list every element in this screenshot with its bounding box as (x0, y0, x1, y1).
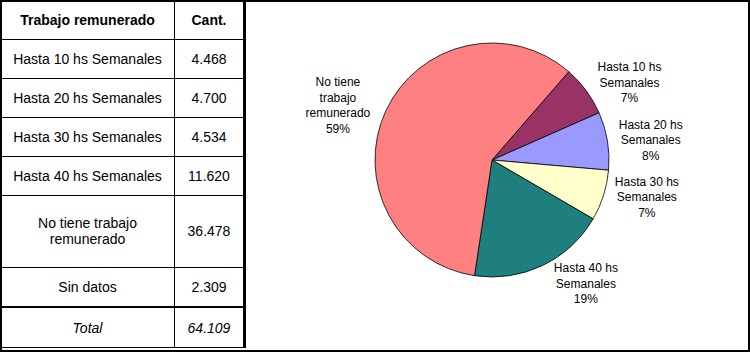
html-text:4.534: 4.534 (191, 129, 227, 145)
html-text:64.109: 64.109 (187, 319, 231, 336)
svg-text:Hasta 40 hsSemanales19%: Hasta 40 hsSemanales19% (554, 261, 618, 306)
html-text:Trabajo remunerado: Trabajo remunerado (20, 12, 155, 28)
svg-text:Hasta 10 hsSemanales7%: Hasta 10 hsSemanales7% (597, 60, 661, 105)
html-text:11.620: 11.620 (188, 168, 230, 184)
html-text:No tiene trabajo remunerado: No tiene trabajo remunerado (38, 215, 137, 248)
html-text:Cant.: Cant. (191, 12, 227, 28)
svg-text:Hasta 30 hsSemanales7%: Hasta 30 hsSemanales7% (615, 175, 679, 220)
html-text:2.309: 2.309 (191, 279, 227, 296)
html-text:36.478: 36.478 (187, 223, 231, 240)
html-text:4.700: 4.700 (191, 90, 227, 106)
html-text:Hasta 30 hs Semanales: Hasta 30 hs Semanales (13, 129, 162, 145)
html-text:Sin datos: Sin datos (58, 279, 117, 296)
svg-text:Hasta 20 hsSemanales8%: Hasta 20 hsSemanales8% (619, 118, 683, 163)
html-text:Hasta 40 hs Semanales: Hasta 40 hs Semanales (13, 168, 162, 184)
html-text:4.468: 4.468 (191, 51, 227, 67)
html-text:Hasta 10 hs Semanales: Hasta 10 hs Semanales (13, 51, 162, 67)
html-text:Total: Total (72, 319, 103, 336)
svg-text:No tienetrabajoremunerado59%: No tienetrabajoremunerado59% (306, 75, 371, 136)
html-text:Hasta 20 hs Semanales: Hasta 20 hs Semanales (13, 90, 162, 106)
